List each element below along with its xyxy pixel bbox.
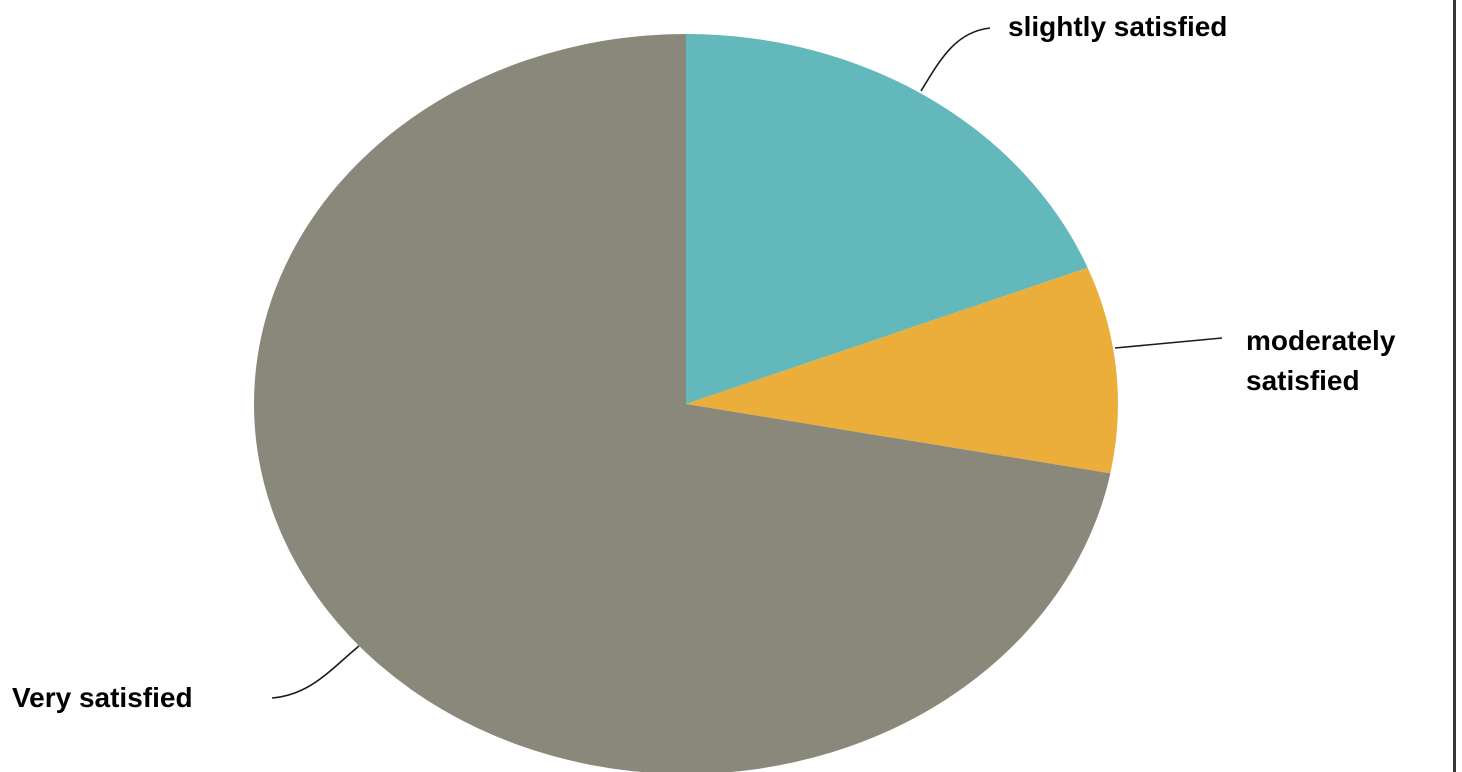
slice-labels: slightly satisfied moderately satisfied Ver… xyxy=(12,11,1396,713)
frame-border-right xyxy=(1453,0,1456,772)
slice-label-very-satisfied: Very satisfied xyxy=(12,682,193,713)
leader-line-slightly-satisfied xyxy=(920,27,991,92)
pie-slice-very-satisfied xyxy=(254,34,1111,772)
leader-line-moderately-satisfied xyxy=(1114,337,1223,349)
pie-slice-moderately-satisfied xyxy=(686,267,1119,474)
pie-slices xyxy=(254,34,1119,772)
slice-label-slightly-satisfied: slightly satisfied xyxy=(1008,11,1227,42)
label-leader-lines xyxy=(271,27,1223,699)
pie-slice-slightly-satisfied xyxy=(686,34,1088,404)
leader-line-very-satisfied xyxy=(271,645,360,699)
slice-label-moderately-satisfied: moderately satisfied xyxy=(1246,325,1396,396)
